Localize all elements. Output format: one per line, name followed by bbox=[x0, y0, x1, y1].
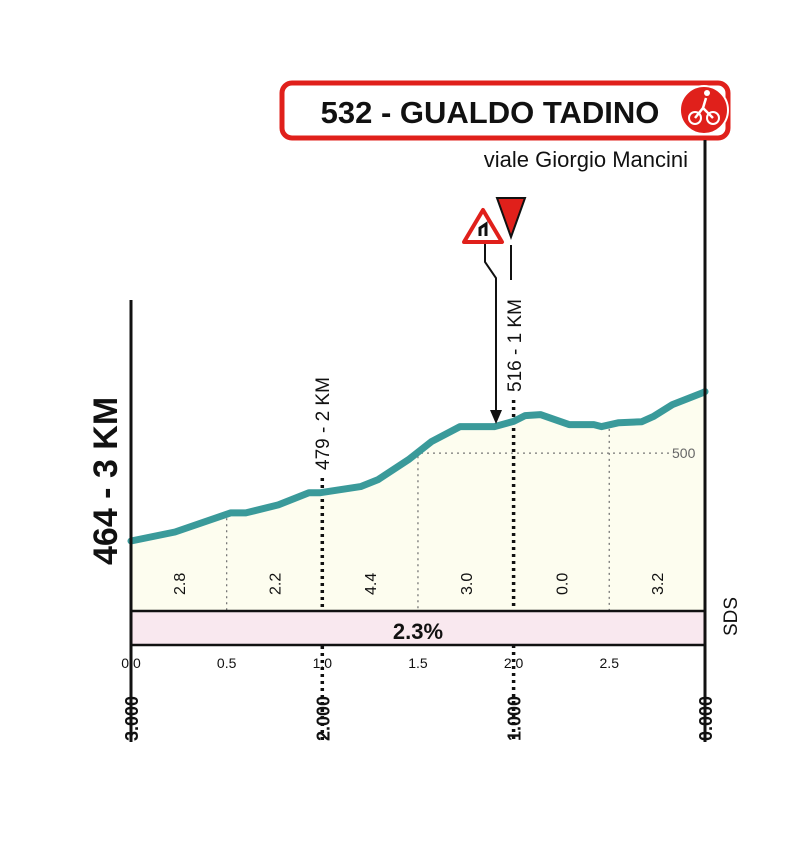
segment-gradient-label: 2.2 bbox=[267, 573, 284, 595]
reference-label-500: 500 bbox=[672, 445, 696, 461]
km1-marker-label: 516 - 1 KM bbox=[505, 299, 526, 392]
profile-line bbox=[127, 388, 709, 545]
segment-gradient-label: 3.0 bbox=[459, 573, 476, 595]
start-marker-label: 464 - 3 KM bbox=[87, 397, 125, 565]
finish-title: 532 - GUALDO TADINO bbox=[321, 95, 660, 130]
segment-gradient-label: 3.2 bbox=[650, 573, 667, 595]
x-tick-label: 2.0 bbox=[504, 655, 524, 671]
segment-gradient-label: 2.8 bbox=[172, 573, 189, 595]
x-tick-label: 0.5 bbox=[217, 655, 237, 671]
x-tick-label: 1.5 bbox=[408, 655, 428, 671]
segment-gradient-label: 4.4 bbox=[363, 573, 380, 595]
finish-street: viale Giorgio Mancini bbox=[484, 147, 688, 172]
curve-pointer-line bbox=[484, 244, 497, 418]
credit-label: SDS bbox=[721, 597, 742, 636]
x-tick-label: 2.5 bbox=[600, 655, 620, 671]
grid-lines: 500 bbox=[225, 400, 696, 742]
finish-cyclist-icon bbox=[679, 85, 729, 135]
x-tick-label: 1.0 bbox=[313, 655, 333, 671]
curve-warning-icon bbox=[462, 208, 504, 244]
profile-area bbox=[131, 391, 705, 611]
segment-gradient-label: 0.0 bbox=[554, 573, 571, 595]
remaining-km-label: 2.000 bbox=[313, 696, 333, 741]
average-gradient: 2.3% bbox=[393, 619, 443, 644]
km2-marker-label: 479 - 2 KM bbox=[313, 377, 334, 470]
remaining-km-label: 1.000 bbox=[505, 696, 525, 741]
arrow-down-icon bbox=[490, 410, 502, 424]
red-triangle-icon bbox=[495, 197, 527, 240]
